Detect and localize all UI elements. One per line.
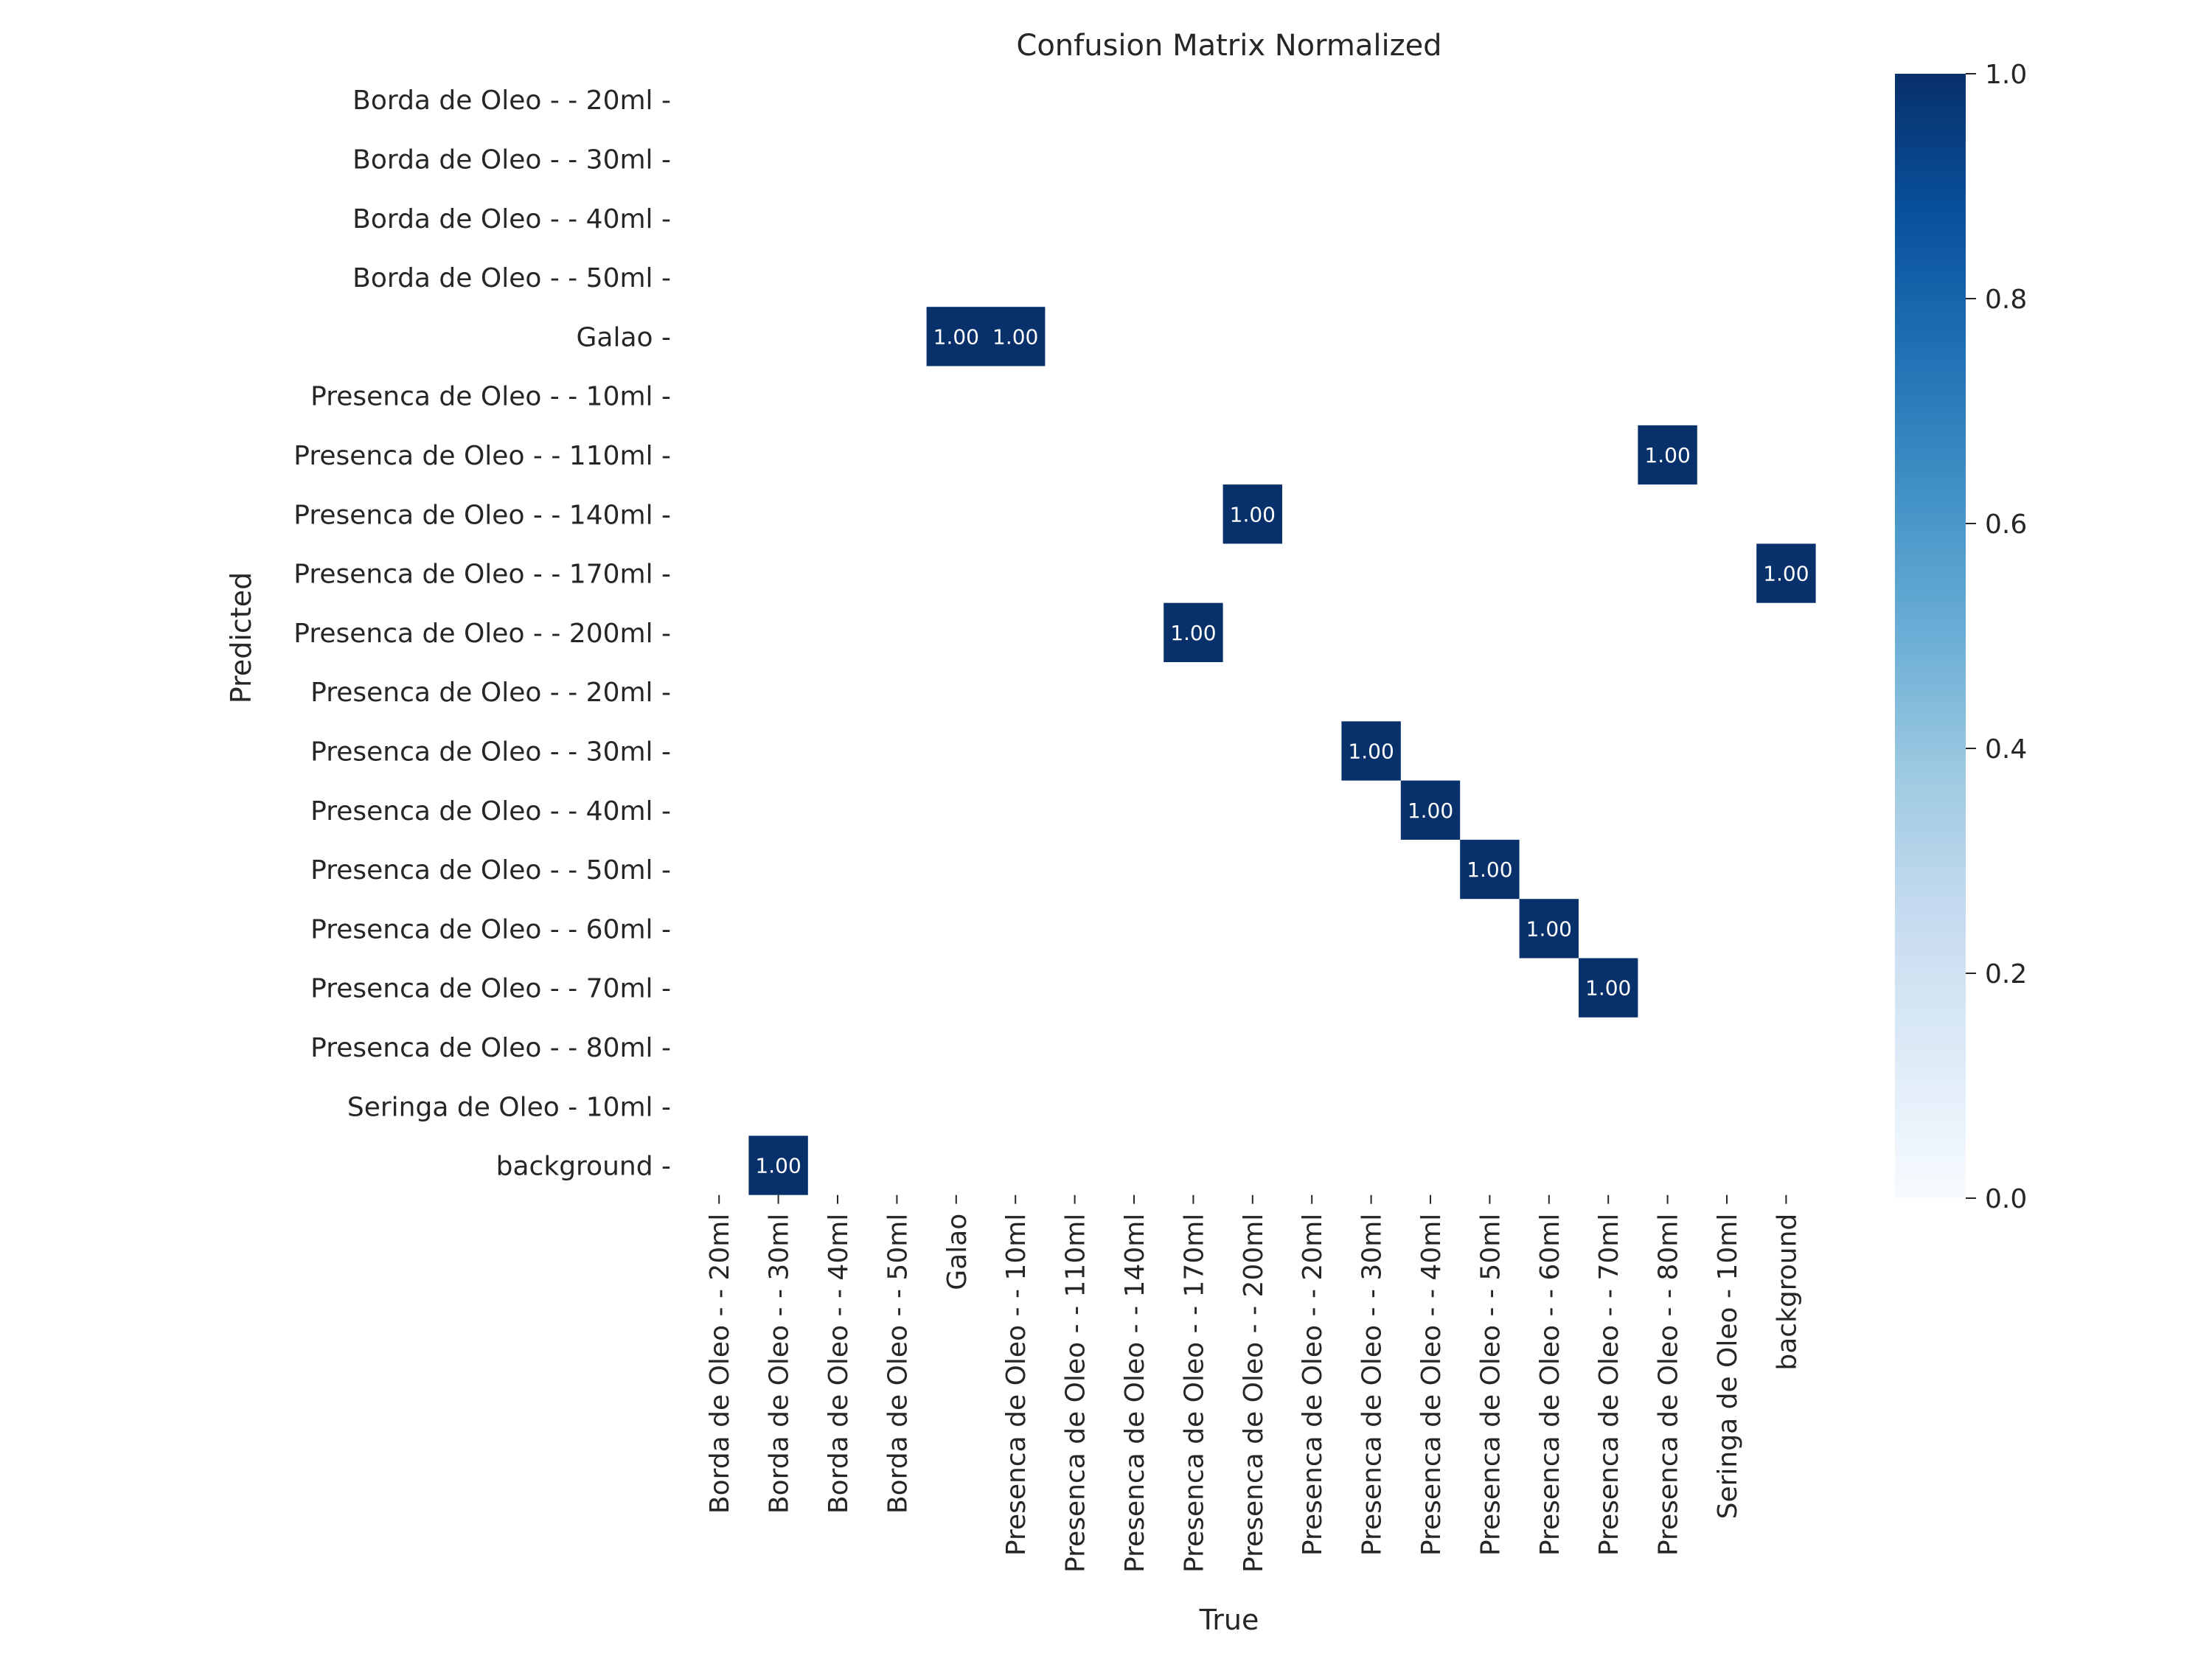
y-tick-label: Borda de Oleo - - 30ml - — [352, 145, 671, 175]
x-tick-label: Presenca de Oleo - - 50ml — [1475, 1214, 1506, 1556]
heatmap-cell — [1756, 543, 1816, 603]
y-tick-labels: Borda de Oleo - - 20ml - Borda de Oleo - … — [293, 86, 671, 1181]
heatmap-cell — [1341, 721, 1401, 781]
y-tick-label: Seringa de Oleo - 10ml - — [347, 1092, 671, 1122]
heatmap-cell — [986, 307, 1046, 366]
y-tick-label: Presenca de Oleo - - 40ml - — [310, 796, 671, 827]
x-tick-label: Borda de Oleo - - 20ml — [705, 1214, 735, 1514]
colorbar-tick-label: 0.8 — [1985, 285, 2027, 315]
heatmap-cells: 1.00 1.00 1.00 1.00 1.00 1.00 1.00 1.00 1.00 1.00… — [748, 307, 1816, 1195]
y-tick-label: Borda de Oleo - - 20ml - — [352, 86, 671, 116]
x-tick-label: Presenca de Oleo - - 140ml — [1120, 1214, 1150, 1573]
chart-title: Confusion Matrix Normalized — [1016, 29, 1441, 63]
cell-value-label: 1.00 — [1170, 621, 1216, 645]
colorbar-ticks: 0.0 0.2 0.4 0.6 0.8 1.0 — [1966, 60, 2027, 1214]
heatmap-cell — [926, 307, 986, 366]
heatmap-cell — [748, 1135, 808, 1195]
heatmap-cell — [1164, 602, 1223, 662]
x-tick-label: Presenca de Oleo - - 80ml — [1654, 1214, 1684, 1556]
y-tick-label: Presenca de Oleo - - 70ml - — [310, 974, 671, 1004]
x-tick-label: Presenca de Oleo - - 60ml — [1535, 1214, 1565, 1556]
y-tick-label: Galao - — [577, 322, 671, 352]
x-tick-label: Presenca de Oleo - - 10ml — [1001, 1214, 1032, 1556]
cell-value-label: 1.00 — [755, 1154, 801, 1178]
colorbar-tick-label: 0.4 — [1985, 734, 2027, 765]
y-axis-label: Predicted — [225, 572, 257, 703]
y-tick-label: Presenca de Oleo - - 170ml - — [293, 560, 671, 590]
colorbar-tick-label: 0.2 — [1985, 959, 2027, 990]
cell-value-label: 1.00 — [1763, 562, 1809, 586]
cell-value-label: 1.00 — [1408, 799, 1453, 823]
cell-value-label: 1.00 — [1585, 976, 1631, 1001]
cell-value-label: 1.00 — [933, 324, 979, 349]
y-tick-label: Presenca de Oleo - - 50ml - — [310, 855, 671, 886]
y-tick-label: Borda de Oleo - - 40ml - — [352, 204, 671, 234]
heatmap-cell — [1460, 839, 1520, 900]
x-tick-labels: Borda de Oleo - - 20ml Borda de Oleo - - … — [705, 1194, 1802, 1573]
y-tick-label: Presenca de Oleo - - 110ml - — [293, 441, 671, 471]
x-tick-label: Presenca de Oleo - - 110ml — [1061, 1214, 1091, 1573]
heatmap-cell — [1519, 899, 1579, 959]
x-tick-label: Borda de Oleo - - 30ml — [765, 1214, 795, 1514]
heatmap-cell — [1579, 958, 1638, 1018]
colorbar — [1895, 74, 1966, 1198]
colorbar-tick-label: 1.0 — [1985, 60, 2027, 90]
x-tick-label: Presenca de Oleo - - 200ml — [1239, 1214, 1269, 1573]
cell-value-label: 1.00 — [1644, 443, 1690, 467]
colorbar-tick-label: 0.6 — [1985, 509, 2027, 540]
x-axis-label: True — [1199, 1604, 1259, 1636]
x-tick-label: Presenca de Oleo - - 40ml — [1416, 1214, 1447, 1556]
x-tick-label: Presenca de Oleo - - 70ml — [1594, 1214, 1624, 1556]
cell-value-label: 1.00 — [1348, 739, 1394, 763]
cell-value-label: 1.00 — [1526, 917, 1572, 941]
y-tick-label: Presenca de Oleo - - 80ml - — [310, 1033, 671, 1063]
y-tick-label: Presenca de Oleo - - 60ml - — [310, 914, 671, 945]
y-tick-label: Presenca de Oleo - - 140ml - — [293, 500, 671, 530]
y-tick-label: Borda de Oleo - - 50ml - — [352, 263, 671, 293]
cell-value-label: 1.00 — [1467, 858, 1512, 882]
x-tick-label: Galao — [942, 1214, 973, 1290]
x-tick-label: Presenca de Oleo - - 170ml — [1179, 1214, 1209, 1573]
x-tick-label: Presenca de Oleo - - 20ml — [1298, 1214, 1328, 1556]
y-tick-label: Presenca de Oleo - - 10ml - — [310, 382, 671, 412]
x-tick-label: Borda de Oleo - - 50ml — [883, 1214, 913, 1514]
cell-value-label: 1.00 — [1230, 502, 1276, 526]
x-tick-label: Borda de Oleo - - 40ml — [824, 1214, 854, 1514]
y-tick-label: Presenca de Oleo - - 200ml - — [293, 619, 671, 649]
y-tick-label: background - — [496, 1152, 671, 1182]
y-tick-label: Presenca de Oleo - - 30ml - — [310, 737, 671, 767]
x-tick-label: Seringa de Oleo - 10ml — [1713, 1214, 1743, 1520]
heatmap-cell — [1638, 425, 1697, 485]
x-tick-label: background — [1772, 1214, 1802, 1371]
x-tick-label: Presenca de Oleo - - 30ml — [1357, 1214, 1388, 1556]
heatmap-cell — [1222, 484, 1282, 544]
cell-value-label: 1.00 — [992, 324, 1038, 349]
heatmap-cell — [1400, 780, 1461, 840]
y-tick-label: Presenca de Oleo - - 20ml - — [310, 678, 671, 708]
colorbar-tick-label: 0.0 — [1985, 1184, 2027, 1214]
